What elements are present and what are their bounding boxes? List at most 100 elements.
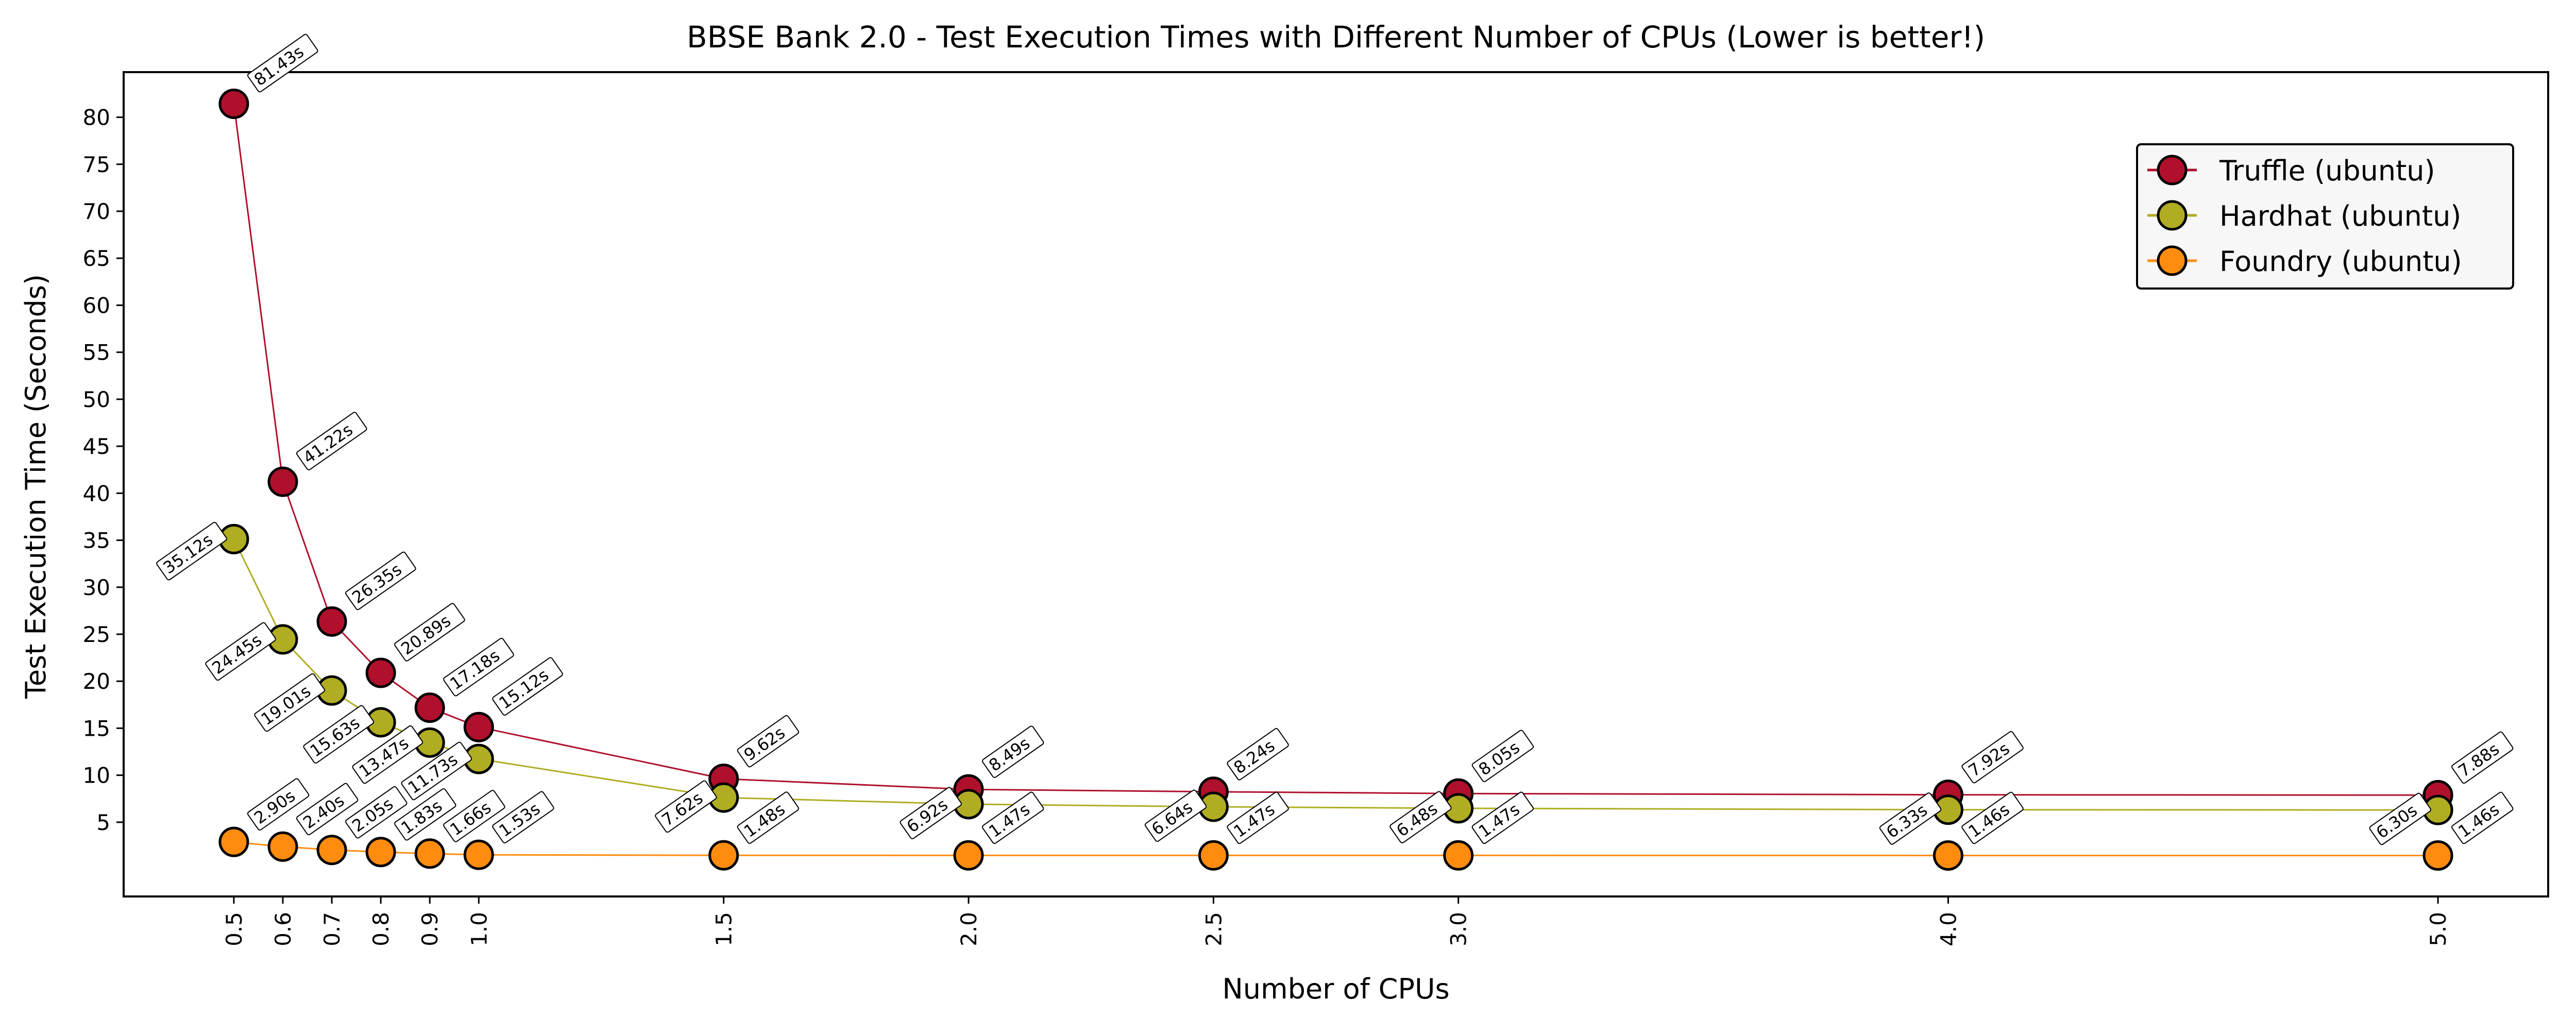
data-label-box (1227, 728, 1289, 781)
data-label-box (247, 33, 318, 93)
legend-label: Hardhat (ubuntu) (2219, 200, 2461, 232)
data-label-text: 24.45s (209, 630, 265, 678)
data-label-box (737, 715, 799, 768)
legend-label: Truffle (ubuntu) (2219, 155, 2435, 187)
data-point (1198, 840, 1229, 871)
y-tick-label: 60 (83, 293, 110, 318)
data-label: 6.92s (900, 787, 962, 839)
data-point (953, 840, 984, 871)
data-label-box (1227, 791, 1289, 844)
data-label-text: 1.47s (985, 799, 1033, 841)
data-label-text: 6.30s (2372, 801, 2421, 843)
data-label-text: 6.92s (903, 794, 952, 837)
legend-marker (2157, 245, 2188, 276)
data-point (218, 826, 249, 857)
x-tick-label: 0.9 (417, 912, 443, 946)
series-line (233, 841, 2438, 856)
data-point (365, 837, 396, 868)
data-label-box (345, 551, 416, 611)
data-label-text: 15.63s (307, 713, 363, 761)
data-label-box (156, 521, 227, 581)
legend-box (2136, 143, 2514, 290)
data-label-text: 7.62s (658, 788, 706, 831)
legend-marker (2157, 200, 2188, 231)
data-point (218, 88, 249, 119)
data-label-box (401, 741, 472, 801)
data-label-box (394, 603, 465, 662)
data-label-text: 8.49s (985, 733, 1033, 775)
x-tick-label: 0.7 (319, 912, 345, 946)
data-label: 41.22s (296, 412, 367, 470)
x-tick-label: 0.6 (270, 912, 296, 946)
data-label-box (1961, 791, 2024, 844)
data-label-box (394, 788, 456, 841)
x-tick-label: 2.0 (956, 912, 981, 946)
data-point (414, 692, 445, 723)
data-label-box (492, 791, 554, 843)
data-label-text: 8.05s (1475, 737, 1523, 780)
data-label-box (737, 791, 799, 844)
data-label-box (303, 705, 375, 764)
data-label-box (1471, 730, 1534, 783)
y-tick-label: 15 (83, 716, 110, 741)
x-tick-label: 5.0 (2426, 912, 2451, 946)
data-label: 9.62s (737, 715, 799, 768)
x-tick-label: 2.5 (1201, 912, 1226, 946)
data-label-text: 13.47s (355, 733, 412, 781)
y-tick-label: 50 (83, 387, 110, 412)
data-label-box (1471, 791, 1534, 844)
data-label: 1.47s (981, 791, 1044, 844)
y-tick-label: 70 (83, 199, 110, 224)
data-label: 1.46s (1961, 791, 2024, 844)
data-label: 35.12s (156, 521, 227, 581)
x-tick-label: 1.5 (711, 912, 737, 946)
data-point (1443, 840, 1474, 871)
x-tick-label: 4.0 (1936, 912, 1961, 946)
data-label-box (655, 780, 717, 833)
data-label-box (443, 637, 514, 697)
data-point (2422, 840, 2453, 871)
data-point (267, 831, 298, 862)
data-point (708, 840, 739, 871)
data-label: 81.43s (247, 33, 318, 93)
data-label-text: 8.24s (1230, 736, 1279, 778)
y-tick-label: 80 (83, 105, 110, 130)
data-label: 15.12s (492, 657, 563, 716)
data-label-text: 35.12s (159, 530, 216, 578)
data-label-box (981, 791, 1044, 844)
data-label: 24.45s (205, 622, 276, 681)
data-label: 15.63s (303, 705, 375, 764)
y-tick-label: 55 (83, 340, 110, 365)
data-point (316, 606, 347, 637)
data-label: 8.49s (981, 725, 1044, 778)
data-label: 20.89s (394, 603, 465, 662)
data-label: 6.30s (2369, 792, 2431, 845)
y-axis-label: Test Execution Time (Seconds) (20, 274, 52, 699)
x-tick-label: 0.8 (368, 912, 394, 946)
data-label-text: 6.48s (1393, 799, 1441, 841)
data-label-text: 6.64s (1148, 797, 1196, 839)
plot-frame (123, 71, 2549, 897)
plot-area: 5 10 15 20 25 30 35 40 45 50 55 60 65 70 75 80 0.5 0.6 0.7… (83, 33, 2549, 946)
data-label-text: 1.46s (1965, 800, 2013, 842)
x-tick-label: 0.5 (222, 912, 247, 946)
data-label: 8.05s (1471, 730, 1534, 783)
data-label-text: 26.35s (348, 560, 405, 607)
data-label-box (1879, 792, 1942, 845)
data-point (1933, 840, 1963, 871)
y-tick-label: 75 (83, 152, 110, 177)
x-tick-label: 1.0 (466, 912, 492, 946)
data-label-box (205, 622, 276, 681)
data-label-box (2369, 792, 2431, 845)
legend: Truffle (ubuntu) Hardhat (ubuntu) Foundry … (2136, 143, 2514, 290)
data-label: 1.83s (394, 788, 456, 841)
legend-marker (2157, 155, 2188, 185)
data-point (414, 838, 445, 869)
data-label-box (981, 725, 1044, 778)
data-label-box (352, 725, 423, 784)
y-tick-label: 65 (83, 246, 110, 271)
data-label-text: 15.12s (496, 665, 552, 713)
y-tick-label: 5 (96, 810, 110, 835)
